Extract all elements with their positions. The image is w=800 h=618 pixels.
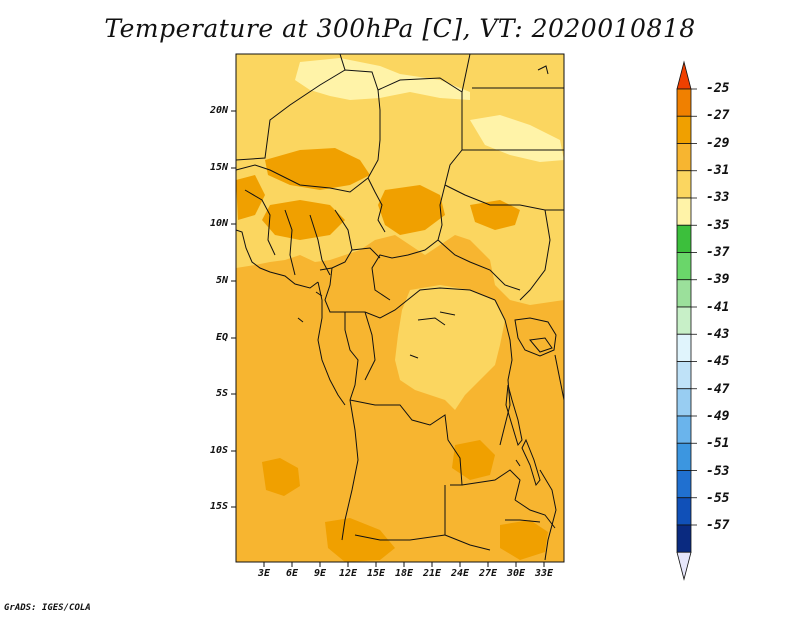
colorbar-swatch xyxy=(676,170,692,199)
colorbar-swatch xyxy=(676,524,692,553)
lat-label-10s: 10S xyxy=(209,445,228,456)
map-field-warm-n2 xyxy=(378,185,445,235)
colorbar xyxy=(676,60,697,581)
lon-label-15e: 15E xyxy=(366,568,386,579)
map-field-warm-nw xyxy=(236,175,265,220)
lat-label-15n: 15N xyxy=(209,162,228,173)
lon-label-12e: 12E xyxy=(338,568,358,579)
map-field-palest-north xyxy=(295,58,470,100)
map-field-warm-n3 xyxy=(262,200,345,240)
colorbar-label: -55 xyxy=(706,491,730,506)
colorbar-label: -43 xyxy=(706,327,730,342)
colorbar-bottom-arrow xyxy=(676,551,692,581)
colorbar-swatch xyxy=(676,442,692,471)
colorbar-label: -27 xyxy=(706,108,730,123)
lat-label-15s: 15S xyxy=(209,501,228,512)
colorbar-swatch xyxy=(676,388,692,417)
map-field-warm-s3 xyxy=(500,520,548,560)
axis-ticks xyxy=(231,110,545,567)
colorbar-swatch xyxy=(676,279,692,308)
colorbar-swatch xyxy=(676,143,692,172)
lon-label-3e: 3E xyxy=(257,568,271,579)
map-frame xyxy=(235,53,565,563)
lon-label-30e: 30E xyxy=(506,568,526,579)
lon-label-21e: 21E xyxy=(422,568,442,579)
colorbar-label: -35 xyxy=(706,218,730,233)
grads-credit: GrADS: IGES/COLA xyxy=(4,603,91,613)
colorbar-swatch xyxy=(676,470,692,499)
colorbar-label: -39 xyxy=(706,272,730,287)
map-field-warm-se xyxy=(452,440,495,480)
lat-label-eq: EQ xyxy=(215,332,228,343)
map-title: Temperature at 300hPa [C], VT: 202001081… xyxy=(104,14,696,43)
lat-label-5n: 5N xyxy=(215,275,228,286)
colorbar-label: -31 xyxy=(706,163,730,178)
colorbar-swatch xyxy=(676,88,692,117)
colorbar-swatch xyxy=(676,306,692,335)
map-field-warm-s1 xyxy=(262,458,300,496)
map-field-warm-s2 xyxy=(325,518,395,562)
lon-label-18e: 18E xyxy=(394,568,414,579)
colorbar-swatch xyxy=(676,415,692,444)
colorbar-label: -45 xyxy=(706,354,730,369)
map-field-warm-n1 xyxy=(265,148,370,190)
colorbar-swatch xyxy=(676,497,692,526)
colorbar-swatch xyxy=(676,252,692,281)
colorbar-top-arrow xyxy=(676,60,692,90)
lon-label-33e: 33E xyxy=(534,568,554,579)
colorbar-label: -37 xyxy=(706,245,730,260)
country-borders xyxy=(235,53,565,561)
lon-label-27e: 27E xyxy=(478,568,498,579)
map-field-warm-n4 xyxy=(470,200,520,230)
colorbar-label: -47 xyxy=(706,382,730,397)
colorbar-swatch xyxy=(676,361,692,390)
colorbar-swatch xyxy=(676,115,692,144)
lon-label-6e: 6E xyxy=(285,568,299,579)
lat-label-5s: 5S xyxy=(215,388,228,399)
colorbar-label: -29 xyxy=(706,136,730,151)
colorbar-swatch xyxy=(676,224,692,253)
lon-label-9e: 9E xyxy=(313,568,327,579)
map-field-light-congo xyxy=(395,285,505,410)
colorbar-swatch xyxy=(676,197,692,226)
colorbar-label: -51 xyxy=(706,436,730,451)
lat-label-20n: 20N xyxy=(209,105,228,116)
colorbar-label: -49 xyxy=(706,409,730,424)
lat-label-10n: 10N xyxy=(209,218,228,229)
colorbar-label: -57 xyxy=(706,518,730,533)
colorbar-label: -41 xyxy=(706,300,730,315)
lon-label-24e: 24E xyxy=(450,568,470,579)
colorbar-label: -25 xyxy=(706,81,730,96)
colorbar-label: -33 xyxy=(706,190,730,205)
colorbar-swatch xyxy=(676,333,692,362)
colorbar-label: -53 xyxy=(706,464,730,479)
